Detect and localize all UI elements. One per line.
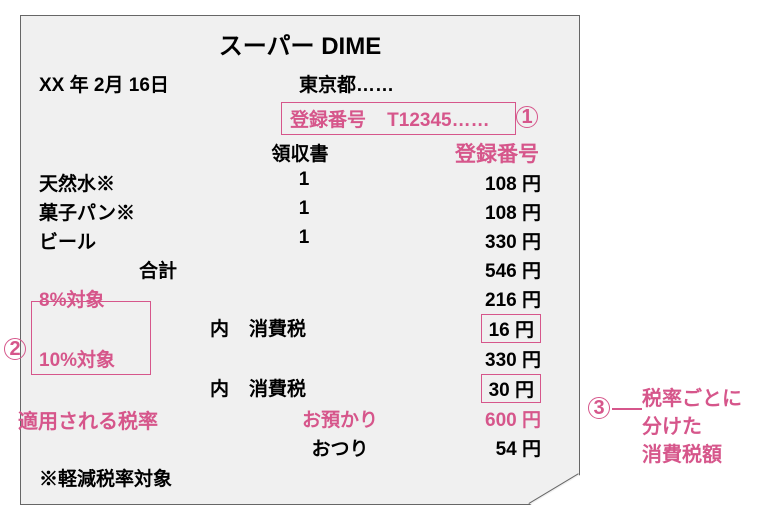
item-row: 天然水※ 1 108 円 [21,168,579,197]
item-qty: 1 [239,198,369,225]
total-amount: 546 円 [239,256,561,283]
item-qty: 1 [239,227,369,254]
annotation-reg-label: 登録番号 [455,138,539,168]
change-row: おつり 54 円 [21,433,579,462]
annotation-3-text: 税率ごとに 分けた 消費税額 [642,385,742,469]
annotation-3-line3: 消費税額 [642,444,722,466]
tax-10-amount-box: 30 円 [481,374,541,403]
annotation-3-line2: 分けた [642,416,702,438]
annotation-applied-rate: 適用される税率 [18,405,158,434]
annotation-2-icon: 2 [4,338,26,360]
tax-8-subtotal: 216 円 [421,285,561,312]
date-location-row: XX 年 2月 16日 東京都…… [21,69,579,98]
store-name: スーパー DIME [21,26,579,61]
item-name: 天然水※ [39,169,239,196]
tax-10-subtotal: 330 円 [421,345,561,372]
item-price: 108 円 [369,198,561,225]
item-row: 菓子パン※ 1 108 円 [21,197,579,226]
item-price: 108 円 [369,169,561,196]
inner-label: 内 [169,374,229,403]
location: 東京都…… [239,70,561,97]
corner-line [529,474,579,504]
date: XX 年 2月 16日 [39,70,239,97]
registration-number-box: 登録番号 T12345…… [281,102,516,135]
consumption-tax-label: 消費税 [229,314,319,343]
annotation-1-icon: 1 [516,106,538,128]
tax-8-amount-box: 16 円 [481,314,541,343]
consumption-tax-label: 消費税 [229,374,319,403]
deposit-amount: 600 円 [441,405,561,432]
tax-10-tax-row: 内 消費税 30 円 [21,373,579,404]
annotation-3-line1: 税率ごとに [642,388,742,410]
item-qty: 1 [239,169,369,196]
registration-number: T12345…… [387,110,489,131]
change-label: おつり [39,434,441,461]
registration-label: 登録番号 [290,110,366,131]
reduced-tax-note: ※軽減税率対象 [21,462,579,493]
annotation-3-icon: 3 [588,397,610,419]
item-row: ビール 1 330 円 [21,226,579,255]
change-amount: 54 円 [441,434,561,461]
total-row: 合計 546 円 [21,255,579,284]
total-label: 合計 [39,256,239,283]
item-name: ビール [39,227,239,254]
tax-rate-box [31,301,151,375]
inner-label: 内 [169,314,229,343]
annotation-3-line [612,408,642,410]
item-price: 330 円 [369,227,561,254]
item-name: 菓子パン※ [39,198,239,225]
